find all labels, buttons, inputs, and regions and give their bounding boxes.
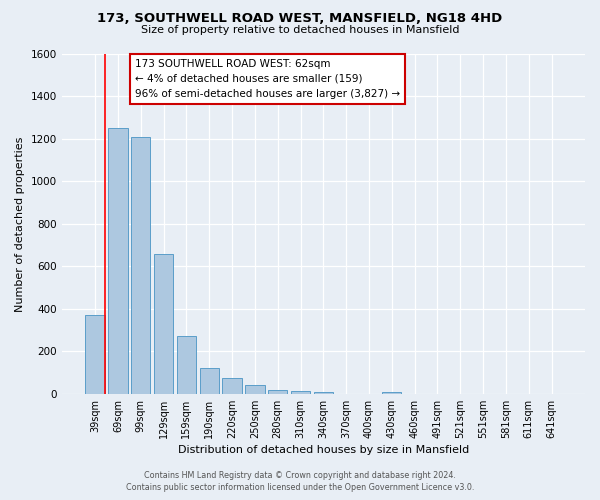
Bar [223,378,242,394]
Bar [291,390,310,394]
Text: Contains HM Land Registry data © Crown copyright and database right 2024.
Contai: Contains HM Land Registry data © Crown c… [126,471,474,492]
Bar [314,392,333,394]
Text: Size of property relative to detached houses in Mansfield: Size of property relative to detached ho… [141,25,459,35]
Bar [85,315,105,394]
Bar [382,392,401,394]
Bar [177,336,196,394]
Text: 173 SOUTHWELL ROAD WEST: 62sqm
← 4% of detached houses are smaller (159)
96% of : 173 SOUTHWELL ROAD WEST: 62sqm ← 4% of d… [135,59,400,98]
Bar [245,386,265,394]
Bar [268,390,287,394]
Bar [200,368,219,394]
X-axis label: Distribution of detached houses by size in Mansfield: Distribution of detached houses by size … [178,445,469,455]
Bar [108,128,128,394]
Text: 173, SOUTHWELL ROAD WEST, MANSFIELD, NG18 4HD: 173, SOUTHWELL ROAD WEST, MANSFIELD, NG1… [97,12,503,26]
Y-axis label: Number of detached properties: Number of detached properties [15,136,25,312]
Bar [131,137,151,394]
Bar [154,254,173,394]
